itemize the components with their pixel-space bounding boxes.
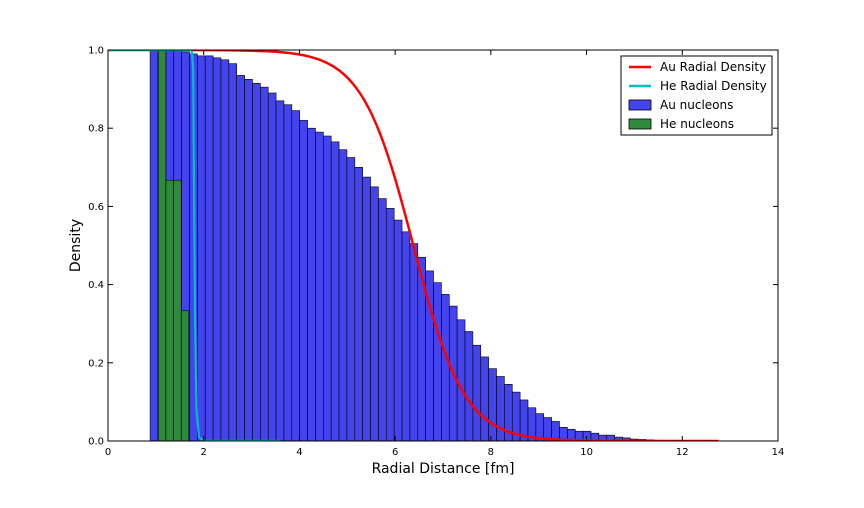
au-bar bbox=[347, 158, 355, 441]
au-bar bbox=[465, 332, 473, 441]
legend-patch-swatch bbox=[629, 100, 651, 110]
au-bar bbox=[221, 60, 229, 441]
au-bar bbox=[489, 369, 497, 441]
au-bar bbox=[497, 376, 505, 441]
au-bar bbox=[410, 244, 418, 441]
legend-label: He Radial Density bbox=[660, 79, 767, 93]
x-tick-label: 0 bbox=[105, 447, 111, 458]
y-tick-label: 0.6 bbox=[88, 202, 104, 213]
au-bar bbox=[363, 177, 371, 441]
au-bar bbox=[276, 101, 284, 441]
au-bar bbox=[237, 75, 245, 441]
y-tick-label: 0.4 bbox=[88, 280, 104, 291]
au-bar bbox=[441, 294, 449, 441]
au-bar bbox=[315, 132, 323, 441]
legend: Au Radial Density He Radial Density Au nuc… bbox=[621, 56, 772, 135]
legend-patch-swatch bbox=[629, 119, 651, 129]
he-bar bbox=[174, 180, 182, 441]
au-bar bbox=[323, 136, 331, 441]
x-tick-label: 2 bbox=[201, 447, 207, 458]
x-tick-label: 10 bbox=[580, 447, 593, 458]
x-tick-label: 14 bbox=[772, 447, 785, 458]
au-bar bbox=[300, 120, 308, 441]
au-bar bbox=[355, 167, 363, 441]
au-bar bbox=[378, 199, 386, 441]
x-tick-label: 6 bbox=[392, 447, 398, 458]
x-tick-label: 8 bbox=[488, 447, 494, 458]
au-bar bbox=[473, 345, 481, 441]
au-bar bbox=[331, 142, 339, 441]
y-tick-label: 0.8 bbox=[88, 124, 104, 135]
legend-label: He nucleons bbox=[660, 117, 734, 131]
au-bar bbox=[308, 128, 316, 441]
x-tick-label: 12 bbox=[676, 447, 689, 458]
au-bar bbox=[481, 357, 489, 441]
he-bar bbox=[181, 311, 189, 441]
au-bar bbox=[386, 208, 394, 441]
au-bar bbox=[213, 58, 221, 441]
au-bar bbox=[268, 93, 276, 441]
y-tick-label: 0.0 bbox=[88, 437, 104, 448]
legend-label: Au nucleons bbox=[660, 98, 733, 112]
au-bar bbox=[457, 320, 465, 441]
au-bar bbox=[229, 64, 237, 441]
y-tick-label: 1.0 bbox=[88, 46, 104, 57]
au-bar bbox=[371, 187, 379, 441]
y-axis-label: Density bbox=[68, 219, 84, 272]
au-bar bbox=[339, 150, 347, 441]
au-bar bbox=[402, 232, 410, 441]
au-bar bbox=[205, 56, 213, 441]
au-bar bbox=[245, 79, 253, 441]
y-tick-label: 0.2 bbox=[88, 358, 104, 369]
au-bar bbox=[260, 87, 268, 441]
x-axis-label: Radial Distance [fm] bbox=[372, 461, 515, 477]
au-bar bbox=[434, 283, 442, 441]
au-bar bbox=[292, 111, 300, 441]
au-bar bbox=[150, 50, 158, 441]
he-bar bbox=[166, 180, 174, 441]
au-bar bbox=[284, 105, 292, 441]
au-bar bbox=[197, 56, 205, 441]
au-bar bbox=[394, 220, 402, 441]
x-tick-label: 4 bbox=[296, 447, 302, 458]
he-bar bbox=[158, 50, 166, 441]
legend-label: Au Radial Density bbox=[660, 60, 766, 74]
au-bar bbox=[252, 83, 260, 441]
au-bar bbox=[552, 421, 560, 441]
